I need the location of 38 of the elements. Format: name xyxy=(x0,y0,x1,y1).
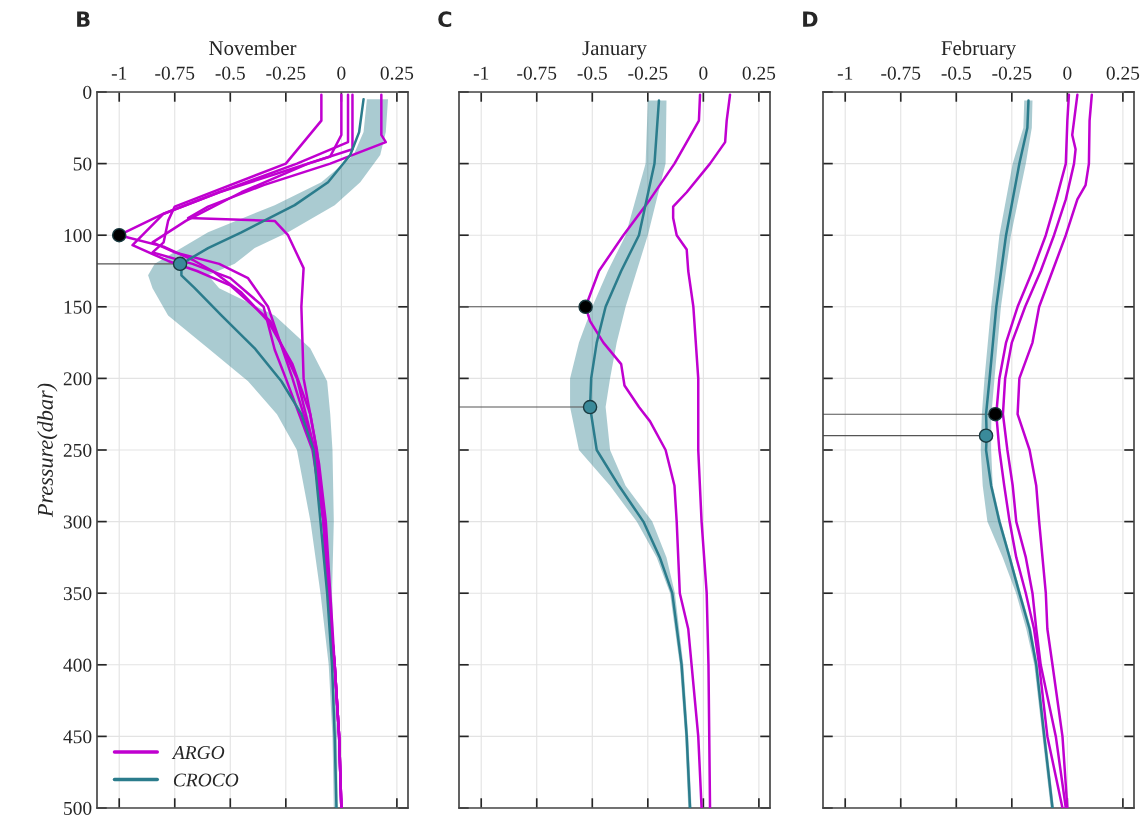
x-tick-label: -1 xyxy=(473,66,489,80)
x-tick-label: 0 xyxy=(337,66,346,80)
chart-title: January xyxy=(582,41,647,60)
x-tick-label: -0.75 xyxy=(517,66,557,80)
x-tick-label: 0.25 xyxy=(742,66,776,80)
x-tick-label: -1 xyxy=(111,66,127,80)
x-tick-label: -0.25 xyxy=(992,66,1032,80)
x-tick-label: -0.25 xyxy=(266,66,306,80)
x-tick-label: -0.75 xyxy=(881,66,921,80)
legend-label: ARGO xyxy=(171,746,225,760)
x-tick-label: 0.25 xyxy=(1106,66,1140,80)
y-tick-label: 450 xyxy=(63,730,92,744)
y-tick-label: 350 xyxy=(63,587,92,601)
x-tick-label: -0.25 xyxy=(628,66,668,80)
chart-title: February xyxy=(941,40,1017,60)
y-tick-label: 0 xyxy=(83,85,92,99)
x-tick-label: -0.75 xyxy=(155,66,195,80)
text: D xyxy=(803,11,818,27)
text: C xyxy=(438,11,452,28)
x-tick-label: -1 xyxy=(837,66,853,80)
chart-title: November xyxy=(209,40,297,56)
x-tick-label: 0 xyxy=(699,66,708,80)
x-tick-label: -0.5 xyxy=(577,66,607,80)
y-tick-label: 150 xyxy=(64,300,92,314)
y-tick-label: 200 xyxy=(63,372,92,386)
y-tick-label: 250 xyxy=(63,443,92,457)
x-tick-label: -0.5 xyxy=(941,66,971,80)
y-tick-label: 50 xyxy=(73,157,92,171)
y-tick-label: 100 xyxy=(64,229,92,243)
legend-label: CROCO xyxy=(173,773,239,787)
x-tick-label: -0.5 xyxy=(215,66,245,80)
y-tick-label: 400 xyxy=(63,658,92,672)
y-tick-label: 500 xyxy=(64,801,92,815)
x-tick-label: 0.25 xyxy=(380,66,414,80)
text: B xyxy=(77,11,90,27)
x-tick-label: 0 xyxy=(1063,66,1072,80)
y-axis-title: Pressure(dbar) xyxy=(37,383,58,518)
y-tick-label: 300 xyxy=(63,515,92,529)
